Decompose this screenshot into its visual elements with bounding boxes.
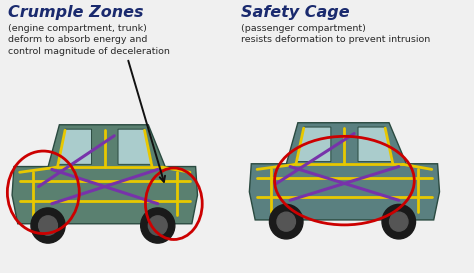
Circle shape (31, 208, 65, 243)
Text: Safety Cage: Safety Cage (241, 5, 349, 20)
Circle shape (39, 216, 57, 235)
Polygon shape (358, 127, 393, 162)
Circle shape (277, 212, 295, 231)
Circle shape (141, 208, 175, 243)
Circle shape (148, 216, 167, 235)
Polygon shape (286, 123, 407, 164)
Text: (passenger compartment)
resists deformation to prevent intrusion: (passenger compartment) resists deformat… (241, 24, 430, 44)
Polygon shape (118, 129, 152, 164)
Circle shape (269, 204, 303, 239)
Polygon shape (57, 129, 91, 164)
Text: (engine compartment, trunk)
deform to absorb energy and
control magnitude of dec: (engine compartment, trunk) deform to ab… (8, 24, 170, 56)
Circle shape (390, 212, 408, 231)
Circle shape (382, 204, 416, 239)
Polygon shape (48, 125, 165, 167)
Polygon shape (296, 127, 331, 162)
Polygon shape (249, 164, 439, 220)
Text: Crumple Zones: Crumple Zones (8, 5, 143, 20)
Polygon shape (12, 167, 198, 224)
